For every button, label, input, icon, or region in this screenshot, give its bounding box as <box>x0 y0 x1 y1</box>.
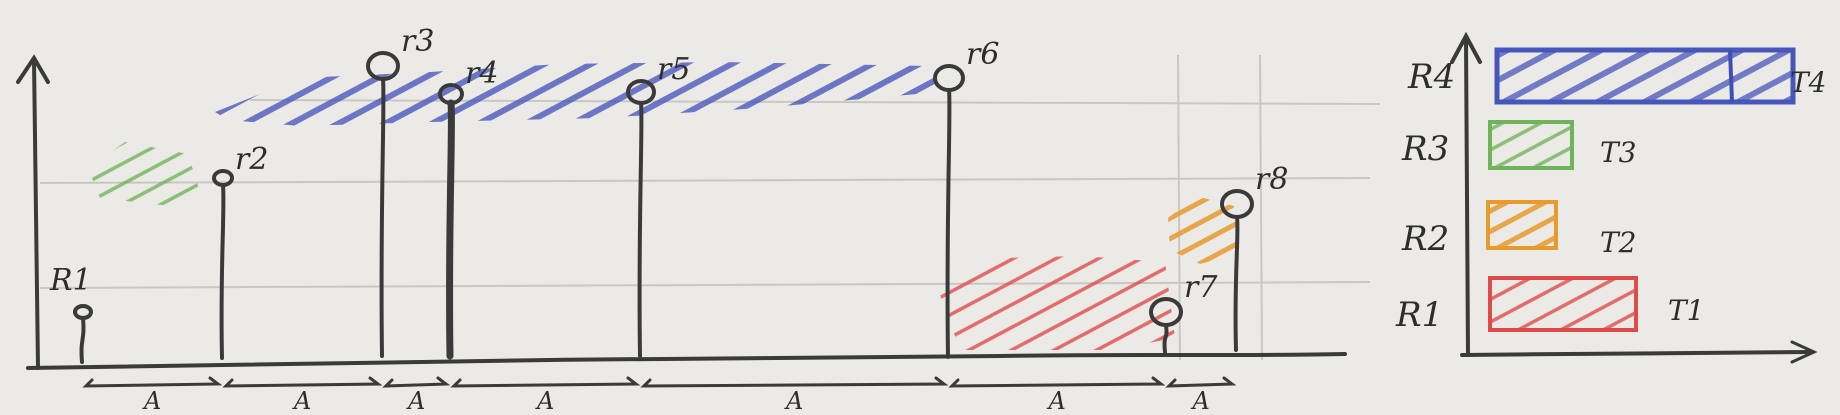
blue-hatch-region <box>215 62 940 126</box>
green-hatch-region <box>88 142 200 206</box>
interval-arrow-3 <box>382 376 451 388</box>
pin-label-r1: R1 <box>49 263 92 298</box>
interval-arrow-6 <box>948 376 1166 388</box>
interval-arrow-5 <box>640 376 949 388</box>
pin-label-r3: r3 <box>401 24 434 59</box>
interval-arrow-4 <box>450 376 641 388</box>
legend-bar-label-t2: T2 <box>1600 226 1637 259</box>
interval-label-4: A <box>535 387 554 411</box>
timeline-axes <box>16 54 1347 370</box>
pin-label-r5: r5 <box>657 52 690 87</box>
timeline-pins: R1 r2 r3 r4 r5 r6 r7 r8 <box>49 24 1288 364</box>
interval-label-7: A <box>1191 387 1210 411</box>
legend-bar-t3 <box>1488 120 1574 170</box>
pin-label-r6: r6 <box>966 37 999 72</box>
pin-stem-r8 <box>1233 215 1240 352</box>
legend-bar-label-t1: T1 <box>1668 294 1705 327</box>
pin-stem-r6 <box>945 88 952 359</box>
legend-bar-t2 <box>1486 200 1558 250</box>
pin-label-r8: r8 <box>1255 162 1288 197</box>
pin-head-r5 <box>626 79 656 105</box>
interval-arrow-1 <box>82 376 223 388</box>
legend-row-label-r3: R3 <box>1401 129 1449 169</box>
red-hatch-region <box>940 256 1175 350</box>
pin-head-r8 <box>1220 189 1254 219</box>
pin-stem-r1 <box>79 316 86 364</box>
legend-bar-t1 <box>1488 276 1638 332</box>
legend-labels: R4 T4 R3 T3 R2 T2 R1 T1 <box>1395 57 1827 335</box>
pin-label-r2: r2 <box>235 142 268 177</box>
pin-head-r2 <box>212 169 234 187</box>
interval-label-2: A <box>292 387 311 411</box>
legend-row-label-r2: R2 <box>1401 219 1449 259</box>
legend-row-label-r4: R4 <box>1407 57 1455 97</box>
interval-label-1: A <box>142 387 161 411</box>
hatched-regions <box>88 62 1238 350</box>
legend-chart <box>1450 31 1818 364</box>
interval-arrow-2 <box>222 376 383 388</box>
interval-arrow-7 <box>1165 376 1237 388</box>
pin-stem-r7 <box>1162 323 1169 354</box>
interval-label-3: A <box>406 387 425 411</box>
orange-hatch-region <box>1168 196 1238 264</box>
interval-label-6: A <box>1047 387 1066 411</box>
pin-stem-r2 <box>219 183 226 360</box>
legend-bar-label-t4: T4 <box>1790 66 1827 99</box>
legend-bar-t4 <box>1494 47 1796 105</box>
pin-stem-r3 <box>379 77 386 358</box>
interval-label-5: A <box>784 387 803 411</box>
legend-bar-label-t3: T3 <box>1600 136 1637 169</box>
legend-row-label-r1: R1 <box>1395 295 1443 335</box>
pin-head-r7 <box>1149 297 1183 327</box>
pin-head-r6 <box>933 64 965 92</box>
pin-head-r4 <box>438 83 464 105</box>
pin-stem-r4 <box>446 99 455 360</box>
pin-stem-r5 <box>637 101 644 358</box>
pin-label-r7: r7 <box>1184 270 1218 305</box>
pin-label-r4: r4 <box>465 56 498 91</box>
pin-head-r1 <box>73 304 93 320</box>
pin-head-r3 <box>366 51 400 81</box>
